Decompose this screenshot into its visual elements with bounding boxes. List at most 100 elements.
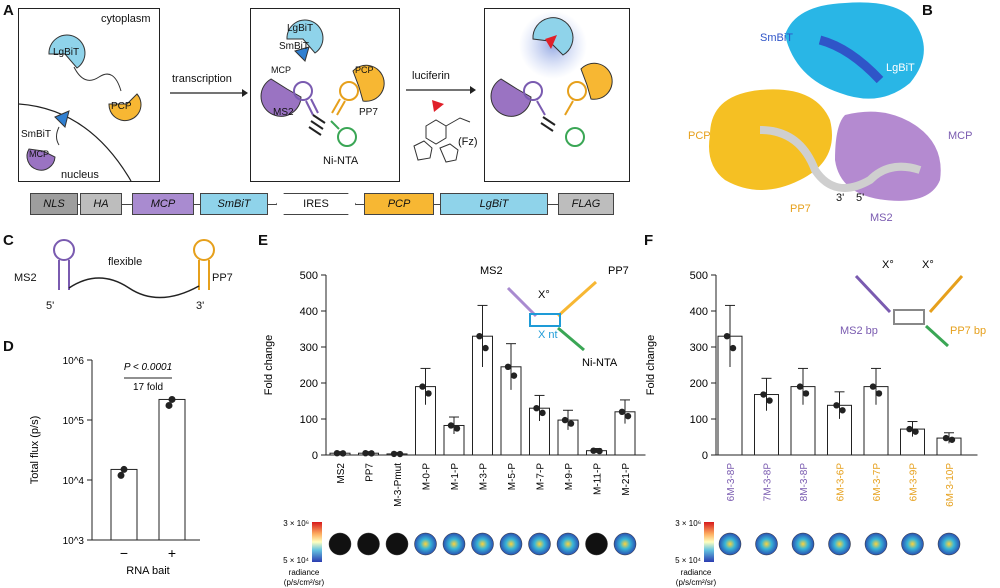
panel-label-e: E	[258, 232, 269, 249]
x-tick-label: 8M-3-8P	[799, 463, 810, 502]
smbit-label-a1: SmBiT	[21, 129, 51, 140]
construct-nls: NLS	[30, 193, 78, 215]
pp7-stem-e	[556, 280, 598, 318]
scale-top-label: 3 × 10⁶	[283, 519, 309, 528]
data-point	[333, 450, 341, 457]
data-point	[510, 372, 518, 379]
x-degree-label-e: X°	[538, 289, 550, 301]
ms2-label-c: MS2	[14, 272, 37, 284]
scale-units-label: (p/s/cm²/sr)	[284, 578, 325, 587]
five-prime-label-b: 5'	[856, 192, 865, 204]
data-point	[833, 402, 840, 409]
data-point	[419, 383, 426, 390]
well-image	[328, 532, 352, 556]
scale-units-label: (p/s/cm²/sr)	[676, 578, 717, 587]
x-tick-label: 6M-3-10P	[945, 463, 956, 507]
three-prime-label-b: 3'	[836, 192, 845, 204]
flexible-label: flexible	[108, 256, 143, 268]
y-axis-label: Fold change	[645, 335, 657, 396]
complex-box: LgBiT SmBiT MCP PCP MS2 PP7 Ni-NTA	[250, 8, 400, 182]
mcp-label-b: MCP	[948, 130, 973, 142]
nucleus-label: nucleus	[61, 169, 99, 181]
x-tick-label-d: −	[120, 545, 128, 561]
y-tick-label: 200	[690, 378, 708, 390]
well-image	[442, 532, 466, 556]
construct-ires: IRES	[276, 193, 356, 215]
panel-label-c: C	[3, 232, 14, 249]
bar	[900, 428, 925, 456]
data-point	[390, 450, 398, 458]
x-tick-label: M-7-P	[536, 463, 547, 491]
active-complex-box	[484, 8, 630, 182]
pcp-label-b: PCP	[688, 130, 711, 142]
active-complex-diagram	[490, 11, 613, 147]
data-point	[590, 447, 597, 454]
data-point	[760, 391, 767, 398]
pp7-label-c: PP7	[212, 272, 233, 284]
linker-f	[893, 309, 925, 325]
pp7-label-a: PP7	[359, 107, 378, 118]
x-tick-label: M-3-P	[479, 463, 490, 491]
data-point	[504, 363, 512, 370]
data-point	[624, 412, 632, 420]
data-point	[912, 428, 919, 435]
construct-lgbit: LgBiT	[440, 193, 548, 215]
data-point-d	[165, 401, 173, 409]
data-point	[796, 383, 804, 390]
x-tick-label: 6M-3-8P	[726, 463, 737, 502]
ms2-label-e: MS2	[480, 265, 503, 277]
y-tick-label: 0	[702, 450, 708, 462]
data-point	[447, 422, 455, 429]
x-tick-label-d: +	[168, 545, 176, 561]
x-tick-label: 6M-3-9P	[909, 463, 920, 502]
well-image	[556, 532, 580, 556]
color-scale-bar	[312, 522, 322, 562]
data-point	[396, 450, 404, 458]
pcp-label-a2: PCP	[355, 65, 374, 75]
data-point	[539, 409, 546, 417]
scale-top-label: 3 × 10⁶	[675, 519, 701, 528]
data-point	[368, 450, 375, 457]
x-tick-label: M-3-Pmut	[393, 463, 404, 507]
three-prime-label-c: 3'	[196, 300, 205, 312]
data-point	[948, 436, 956, 443]
y-tick-label: 200	[300, 378, 318, 390]
scale-bottom-label: 5 × 10⁴	[675, 556, 701, 565]
mcp-label-a2: MCP	[271, 65, 291, 75]
bar-d	[110, 468, 138, 541]
x-tick-label: MS2	[336, 463, 347, 484]
data-point	[906, 425, 913, 433]
pcp-label-a1: PCP	[111, 101, 132, 112]
x-axis-label-d: RNA bait	[126, 565, 169, 577]
panel-label-a: A	[3, 2, 14, 19]
cell-diagram-left	[19, 34, 142, 181]
y-tick-label: 300	[300, 342, 318, 354]
lgbit-label-b: LgBiT	[886, 62, 915, 74]
well-image	[613, 532, 637, 556]
data-point-d	[120, 465, 128, 473]
lgbit-label-a2: LgBiT	[287, 23, 314, 34]
mcp-label-a1: MCP	[29, 149, 49, 159]
ms2-label-a: MS2	[273, 107, 294, 118]
x-tick-label: 7M-3-8P	[763, 463, 774, 502]
well-image	[901, 532, 924, 556]
pp7-label-e: PP7	[608, 265, 629, 277]
data-point	[802, 390, 810, 397]
data-point	[482, 344, 489, 352]
furimazine-triangle	[432, 100, 444, 112]
data-point	[362, 450, 369, 457]
panel-label-b: B	[922, 2, 933, 19]
data-point	[729, 344, 737, 352]
pp7-label-b: PP7	[790, 203, 811, 215]
ni-nta-stem-f	[924, 324, 950, 348]
rna-complex-diagram	[260, 19, 385, 147]
y-tick-label: 400	[300, 306, 318, 318]
construct-mcp: MCP	[132, 193, 194, 215]
x-tick-label: M-9-P	[564, 463, 575, 491]
well-image	[385, 532, 409, 556]
luciferin-arrow-and-molecule	[406, 86, 476, 163]
flexible-linker-diagram	[53, 239, 215, 299]
scale-label: radiance	[681, 568, 712, 577]
well-image	[528, 532, 551, 556]
color-scale-bar	[704, 522, 714, 562]
